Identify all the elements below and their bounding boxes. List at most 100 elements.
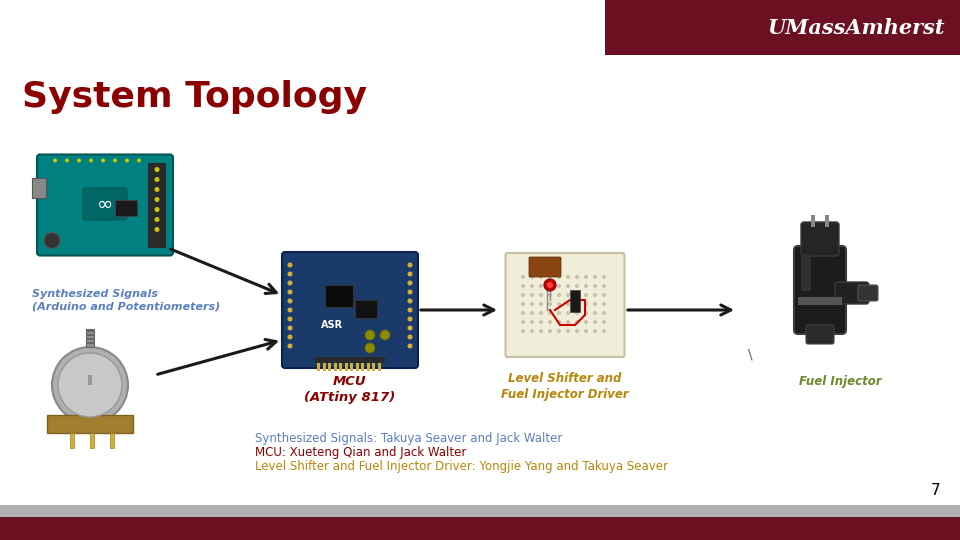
Bar [86,334,94,335]
Circle shape [566,275,569,279]
Circle shape [287,262,293,267]
Circle shape [575,285,579,287]
Bar [325,285,353,307]
FancyBboxPatch shape [835,282,869,304]
Circle shape [521,275,524,279]
Circle shape [558,294,561,296]
Text: MCU: Xueteng Qian and Jack Walter: MCU: Xueteng Qian and Jack Walter [255,446,467,459]
Circle shape [558,302,561,306]
Bar [339,363,342,371]
Bar [377,363,380,371]
Bar [0,505,960,517]
Circle shape [566,321,569,323]
Text: UMassAmherst: UMassAmherst [767,18,945,38]
Circle shape [155,177,159,182]
Bar [317,363,320,371]
Circle shape [548,294,551,296]
Circle shape [593,321,596,323]
Circle shape [558,312,561,314]
Circle shape [575,329,579,333]
Bar [605,0,960,55]
Circle shape [548,285,551,287]
Bar [333,363,337,371]
Bar [0,517,960,540]
Text: Fuel Injector: Fuel Injector [799,375,881,388]
Circle shape [113,159,117,163]
Circle shape [155,207,159,212]
Text: System Topology: System Topology [22,80,367,114]
Circle shape [544,279,556,291]
Circle shape [125,159,129,163]
Circle shape [575,294,579,296]
Circle shape [540,329,542,333]
Circle shape [287,334,293,340]
Circle shape [531,321,534,323]
Circle shape [540,321,542,323]
FancyBboxPatch shape [83,188,127,220]
Circle shape [287,307,293,313]
Circle shape [521,321,524,323]
Circle shape [585,329,588,333]
Circle shape [558,321,561,323]
Circle shape [540,285,542,287]
Circle shape [593,302,596,306]
Circle shape [540,312,542,314]
Bar [32,178,46,198]
Bar [148,163,166,247]
Bar [811,215,815,227]
Bar [825,215,829,227]
Bar [110,433,114,448]
Circle shape [287,299,293,303]
Bar [372,363,375,371]
Circle shape [548,275,551,279]
Bar [367,363,370,371]
Bar [355,363,358,371]
Circle shape [585,321,588,323]
Circle shape [407,299,413,303]
Circle shape [566,312,569,314]
Circle shape [540,294,542,296]
Circle shape [531,294,534,296]
Text: 7: 7 [930,483,940,498]
Text: Level Shifter and Fuel Injector Driver: Yongjie Yang and Takuya Seaver: Level Shifter and Fuel Injector Driver: … [255,460,668,473]
Bar [570,290,580,312]
FancyBboxPatch shape [806,325,834,344]
Circle shape [566,285,569,287]
Circle shape [287,343,293,348]
Circle shape [287,272,293,276]
Circle shape [566,302,569,306]
Circle shape [585,275,588,279]
Circle shape [566,294,569,296]
Circle shape [65,159,69,163]
Bar [86,329,94,347]
Bar [355,300,377,318]
Circle shape [593,285,596,287]
Circle shape [407,307,413,313]
Circle shape [407,316,413,321]
Circle shape [155,187,159,192]
Text: \: \ [748,348,753,362]
Circle shape [593,275,596,279]
FancyBboxPatch shape [529,257,561,277]
Circle shape [155,217,159,222]
Circle shape [558,285,561,287]
Circle shape [575,275,579,279]
Circle shape [603,302,606,306]
Bar [323,363,325,371]
Circle shape [548,321,551,323]
Circle shape [521,294,524,296]
Circle shape [548,302,551,306]
FancyBboxPatch shape [282,252,418,368]
Bar [47,415,133,433]
Circle shape [287,326,293,330]
Circle shape [155,197,159,202]
FancyBboxPatch shape [801,222,839,256]
Circle shape [521,329,524,333]
FancyBboxPatch shape [858,285,878,301]
Circle shape [407,280,413,286]
Text: ASR: ASR [321,320,343,330]
Circle shape [603,275,606,279]
Circle shape [287,280,293,286]
Circle shape [155,227,159,232]
Text: ∞: ∞ [97,194,113,213]
